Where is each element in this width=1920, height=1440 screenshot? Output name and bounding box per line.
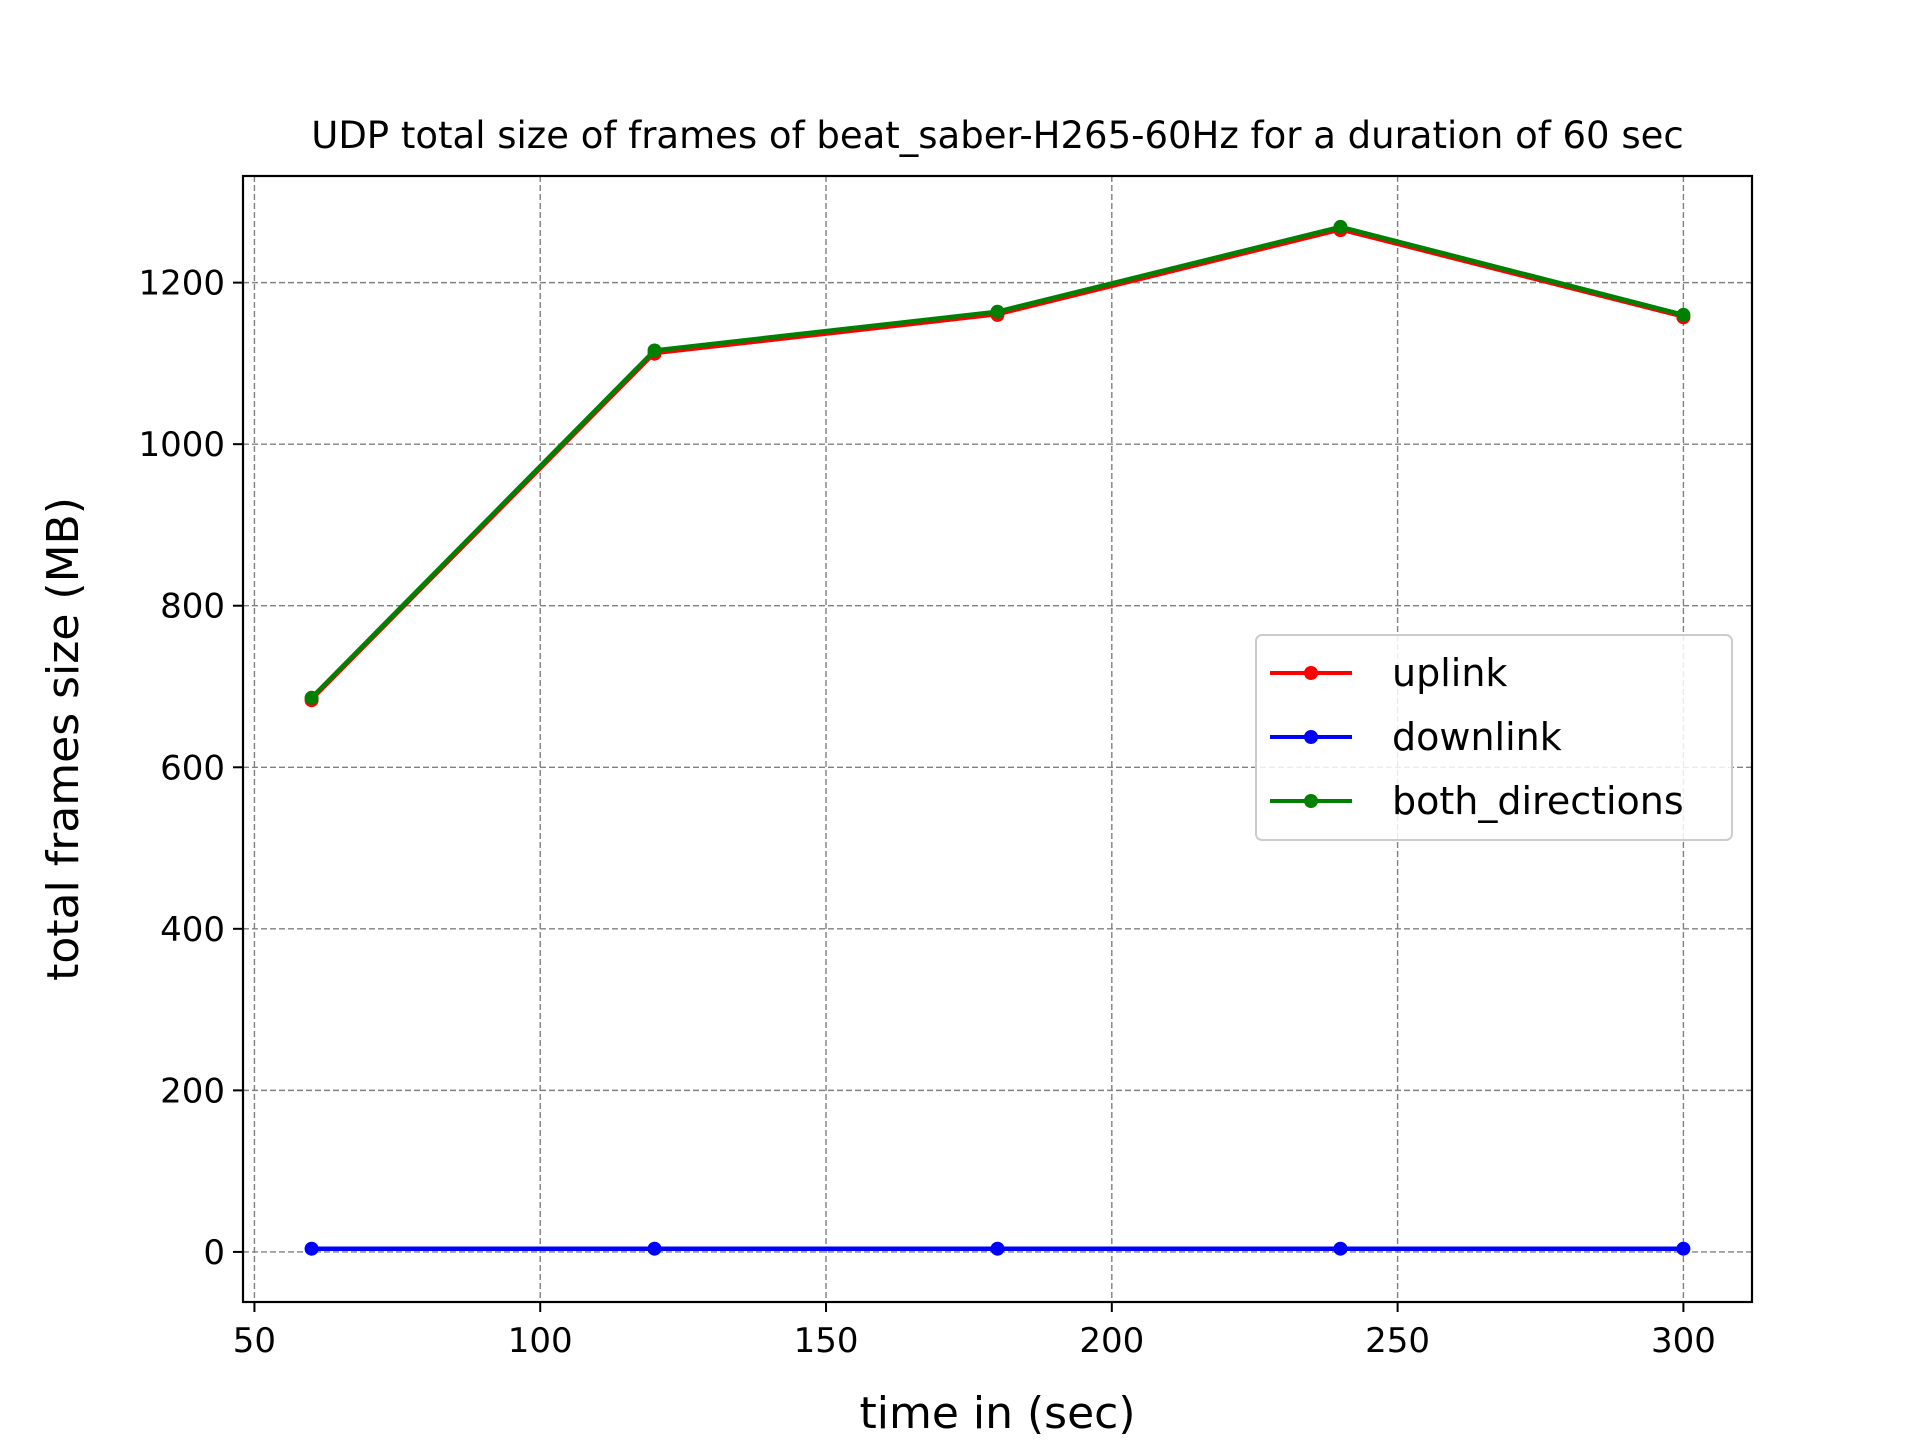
y-tick-label: 0 <box>203 1233 225 1273</box>
data-point-both-directions <box>304 690 319 705</box>
series-layer <box>304 219 1691 1256</box>
y-tick-label: 200 <box>160 1071 225 1111</box>
chart-title: UDP total size of frames of beat_saber-H… <box>311 114 1684 157</box>
legend-label-uplink: uplink <box>1392 651 1507 695</box>
legend-box <box>1255 634 1733 841</box>
legend-label-both-directions: both_directions <box>1392 779 1684 823</box>
x-tick-label: 150 <box>794 1321 859 1361</box>
legend-label-downlink: downlink <box>1392 715 1562 759</box>
y-axis-label: total frames size (MB) <box>38 497 89 981</box>
data-point-downlink <box>647 1241 662 1256</box>
legend-marker-uplink <box>1304 666 1318 680</box>
y-tick-label: 600 <box>160 748 225 788</box>
x-tick-label: 50 <box>233 1321 276 1361</box>
axis-ticks: 50 100 150 200 250 300 0 200 400 600 800 1000 1200 <box>138 264 1715 1361</box>
y-tick-label: 800 <box>160 587 225 627</box>
y-tick-label: 400 <box>160 910 225 950</box>
y-tick-label: 1200 <box>138 264 225 304</box>
x-tick-label: 250 <box>1365 1321 1430 1361</box>
data-point-downlink <box>304 1241 319 1256</box>
legend-marker-both-directions <box>1304 794 1318 808</box>
data-point-downlink <box>1676 1241 1691 1256</box>
x-axis-label: time in (sec) <box>859 1388 1135 1439</box>
legend: uplink downlink both_directions <box>1255 634 1733 841</box>
data-point-downlink <box>990 1241 1005 1256</box>
data-point-both-directions <box>1333 219 1348 234</box>
data-point-downlink <box>1333 1241 1348 1256</box>
data-point-both-directions <box>1676 307 1691 322</box>
y-tick-label: 1000 <box>138 425 225 465</box>
x-tick-label: 100 <box>508 1321 573 1361</box>
x-tick-label: 200 <box>1079 1321 1144 1361</box>
data-point-both-directions <box>990 304 1005 319</box>
legend-marker-downlink <box>1304 730 1318 744</box>
plot-frame <box>241 174 1754 1304</box>
x-tick-label: 300 <box>1651 1321 1716 1361</box>
data-point-both-directions <box>647 343 662 358</box>
